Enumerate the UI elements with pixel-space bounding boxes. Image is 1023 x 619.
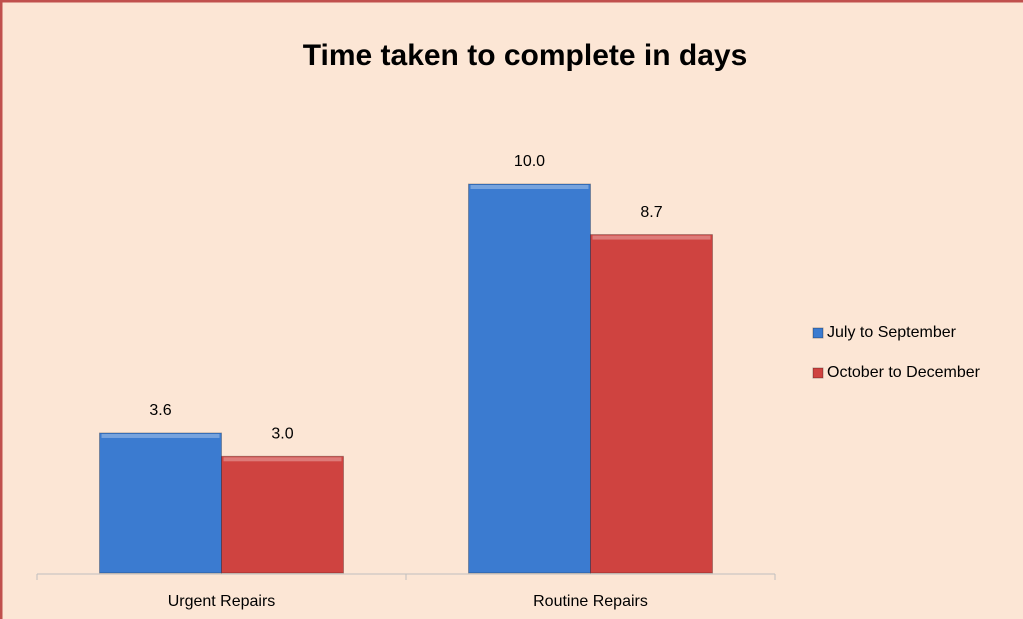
data-label: 8.7 <box>640 204 662 221</box>
x-tick-label: Routine Repairs <box>533 593 648 610</box>
data-label: 10.0 <box>514 153 545 170</box>
bar-highlight <box>223 457 342 462</box>
legend-label: July to September <box>827 324 957 341</box>
legend-label: October to December <box>827 364 981 381</box>
bar-highlight <box>470 185 589 189</box>
x-tick-label: Urgent Repairs <box>168 593 276 610</box>
data-label: 3.6 <box>149 402 171 419</box>
legend-swatch <box>812 327 824 339</box>
bar <box>590 234 713 574</box>
bar <box>99 432 222 574</box>
bar-highlight <box>592 235 711 240</box>
data-label: 3.0 <box>271 426 293 443</box>
bar <box>221 455 344 574</box>
chart-title: Time taken to complete in days <box>303 39 748 72</box>
bar-highlight <box>101 433 220 438</box>
bar <box>468 183 591 574</box>
legend-swatch <box>812 367 824 379</box>
